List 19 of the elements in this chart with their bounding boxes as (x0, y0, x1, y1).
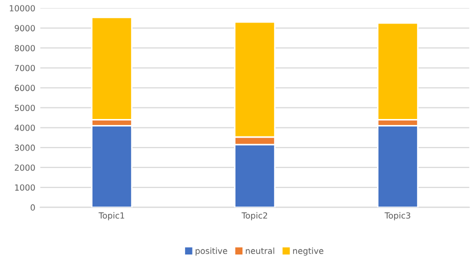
y-tick-label: 3000 (14, 144, 35, 151)
y-tick-label: 9000 (14, 25, 35, 32)
y-tick-label: 0 (30, 204, 35, 211)
y-tick-label: 5000 (14, 104, 35, 112)
y-tick-label: 8000 (14, 44, 35, 52)
bar (377, 124, 418, 208)
y-tick-label: 1000 (15, 184, 35, 191)
legend-label: neutral (246, 248, 274, 254)
y-tick-label: 10000 (10, 5, 35, 12)
bar (91, 124, 132, 208)
x-tick-label: Topic3 (384, 212, 410, 220)
y-tick-label: 2000 (14, 164, 35, 171)
y-tick-label: 7000 (14, 64, 35, 72)
y-tick-label: 4000 (14, 124, 35, 131)
y-tick-label: 6000 (14, 84, 35, 92)
legend-label: negtive (293, 248, 324, 256)
x-tick-label: Topic2 (242, 212, 268, 220)
legend-label: positive (196, 248, 228, 256)
x-tick-label: Topic1 (98, 212, 124, 220)
